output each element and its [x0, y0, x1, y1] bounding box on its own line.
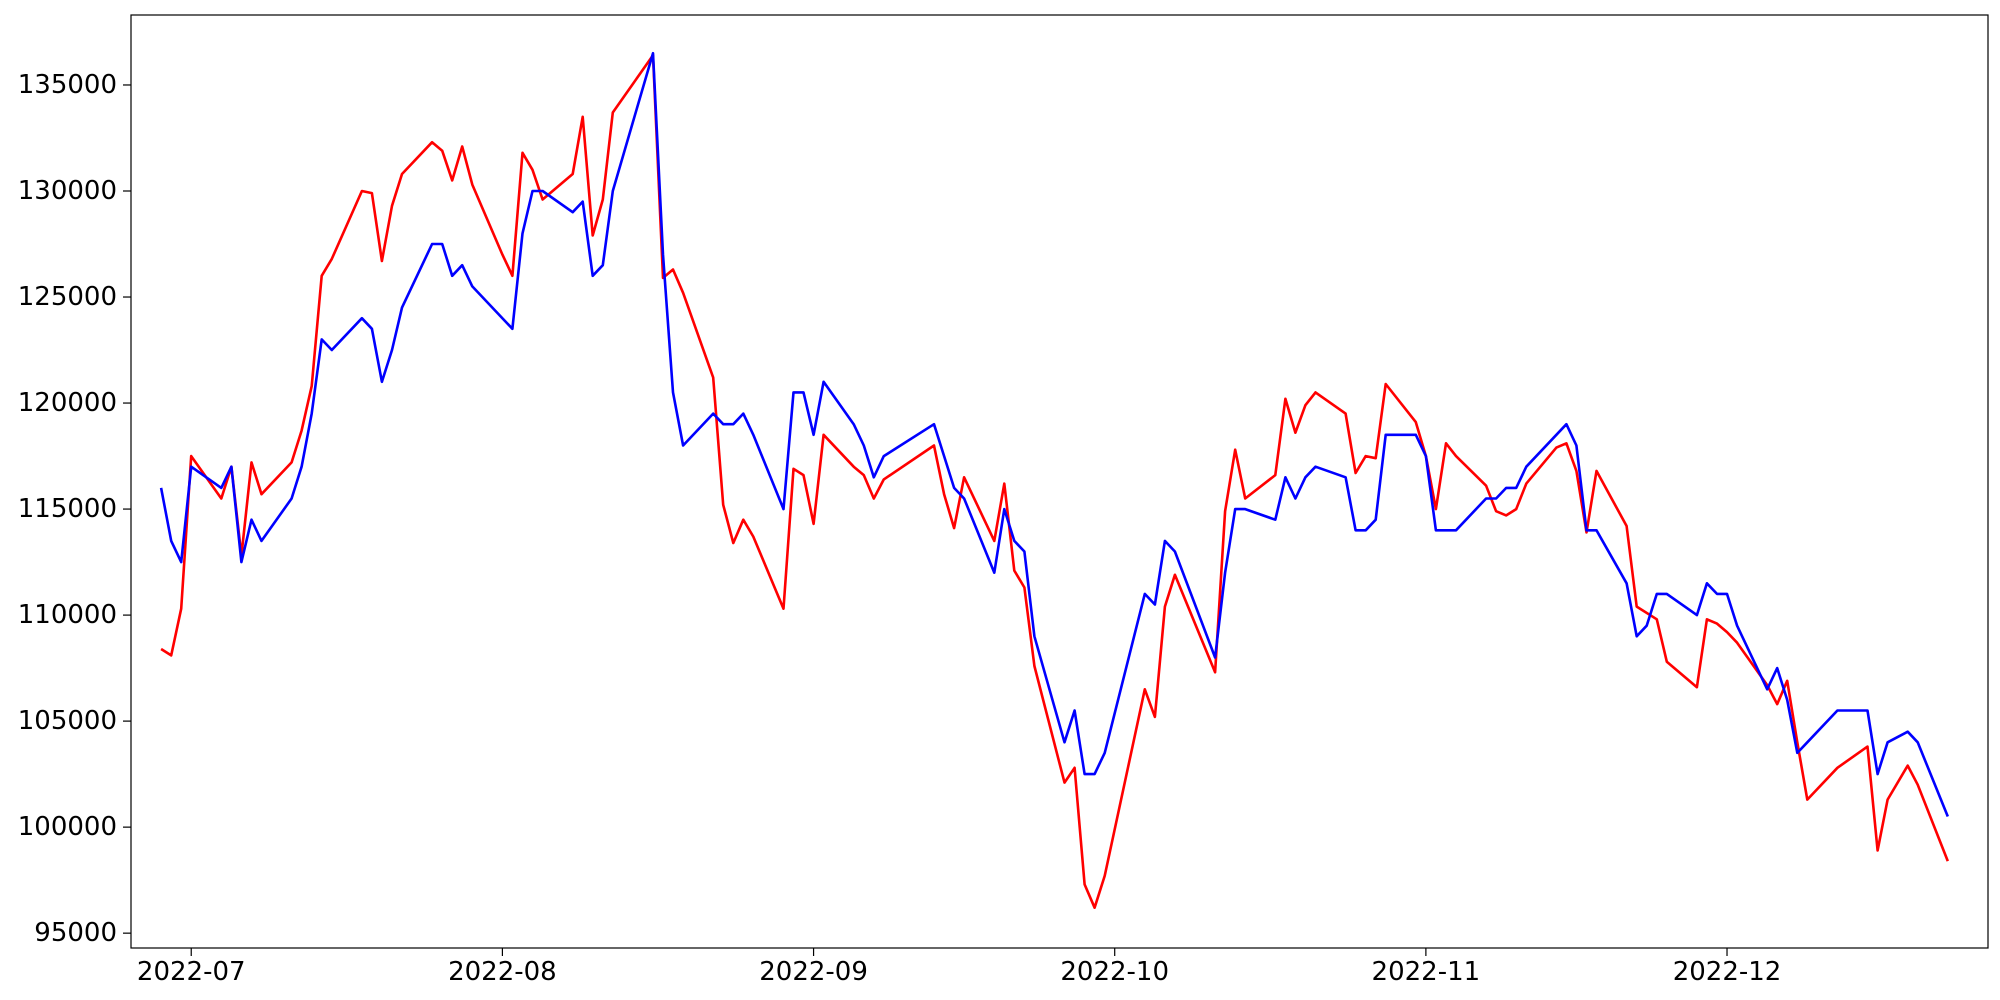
x-tick-label-2: 2022-09 [759, 957, 868, 987]
x-tick-label-0: 2022-07 [137, 957, 246, 987]
axis-layer: 95000 100000 105000 110000 115000 120000 12500… [18, 70, 1782, 987]
plot-area-frame [130, 14, 1989, 949]
y-tick-label-5: 120000 [18, 388, 117, 418]
y-tick-label-4: 115000 [18, 494, 117, 524]
series-line-1 [159, 51, 1950, 817]
x-tick-label-3: 2022-10 [1060, 957, 1169, 987]
x-tick-label-4: 2022-11 [1372, 957, 1481, 987]
y-tick-label-8: 135000 [18, 70, 117, 100]
series-layer [159, 51, 1950, 909]
y-tick-label-0: 95000 [34, 918, 117, 948]
x-tick-label-5: 2022-12 [1673, 957, 1782, 987]
y-tick-label-6: 125000 [18, 282, 117, 312]
y-tick-label-3: 110000 [18, 600, 117, 630]
y-tick-label-1: 100000 [18, 812, 117, 842]
y-tick-label-7: 130000 [18, 176, 117, 206]
series-line-0 [160, 54, 1950, 909]
y-tick-label-2: 105000 [18, 706, 117, 736]
x-tick-label-1: 2022-08 [448, 957, 557, 987]
